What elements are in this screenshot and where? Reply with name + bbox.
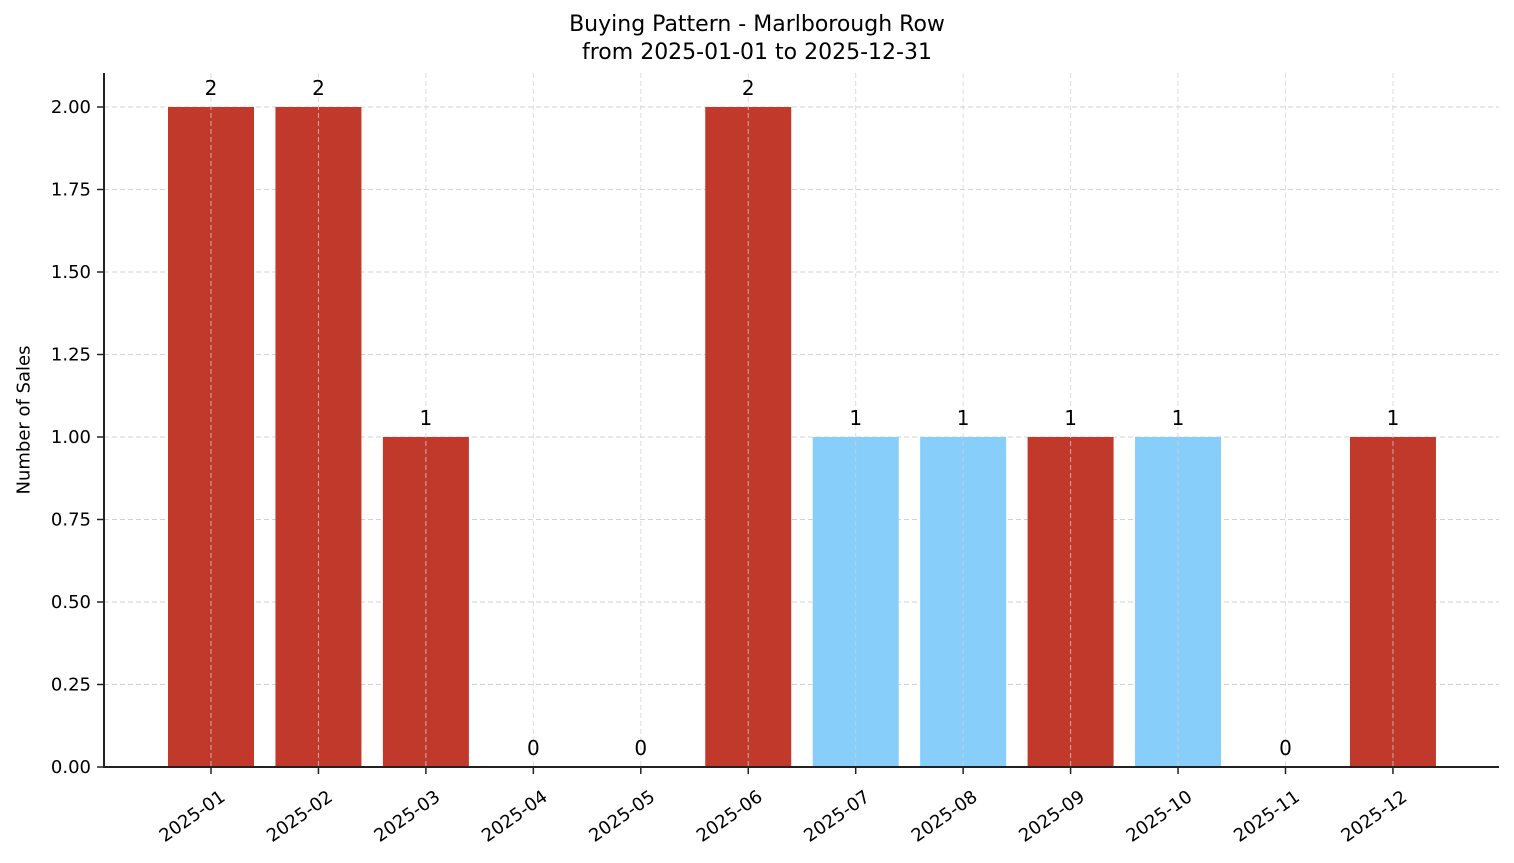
vertical-grid-lines — [210, 73, 1394, 767]
chart-title: Buying Pattern - Marlborough Row — [569, 12, 945, 37]
y-tick-label: 0.75 — [51, 510, 91, 531]
x-tick-label: 2025-01 — [156, 786, 230, 846]
x-tick-label: 2025-03 — [370, 786, 444, 846]
y-tick-label: 2.00 — [51, 97, 91, 118]
data-label: 1 — [1387, 406, 1400, 430]
chart-subtitle: from 2025-01-01 to 2025-12-31 — [582, 40, 932, 65]
x-tick-label: 2025-11 — [1230, 786, 1304, 846]
y-tick-label: 1.75 — [51, 180, 91, 201]
x-tick-label: 2025-02 — [263, 786, 337, 846]
x-tick-label: 2025-07 — [800, 786, 874, 846]
y-tick-label: 0.00 — [51, 757, 91, 778]
x-tick-label: 2025-10 — [1123, 786, 1197, 846]
x-tick-label: 2025-05 — [585, 786, 659, 846]
data-label: 1 — [1172, 406, 1185, 430]
x-tick-label: 2025-04 — [478, 786, 552, 846]
y-tick-label: 1.50 — [51, 262, 91, 283]
y-axis-ticks: 0.00 0.25 0.50 0.75 1.00 1.25 1.50 1.75 2.00 — [51, 97, 104, 778]
data-label: 1 — [957, 406, 970, 430]
data-label: 2 — [312, 76, 325, 100]
y-tick-label: 0.50 — [51, 592, 91, 613]
y-tick-label: 1.25 — [51, 345, 91, 366]
x-tick-label: 2025-06 — [693, 786, 767, 846]
bars — [168, 107, 1436, 767]
data-label: 2 — [742, 76, 755, 100]
data-label: 1 — [849, 406, 862, 430]
data-label: 0 — [634, 736, 647, 760]
data-label: 0 — [527, 736, 540, 760]
data-label: 0 — [1279, 736, 1292, 760]
y-tick-label: 0.25 — [51, 675, 91, 696]
data-label: 1 — [1064, 406, 1077, 430]
data-label: 1 — [420, 406, 433, 430]
y-tick-label: 1.00 — [51, 427, 91, 448]
x-tick-label: 2025-09 — [1015, 786, 1089, 846]
x-tick-label: 2025-08 — [908, 786, 982, 846]
x-tick-label: 2025-12 — [1337, 786, 1411, 846]
data-labels: 2 2 1 0 0 2 1 1 1 1 0 1 — [205, 76, 1400, 760]
x-axis-ticks: 2025-01 2025-02 2025-03 2025-04 2025-05 2025-… — [156, 767, 1411, 847]
data-label: 2 — [205, 76, 218, 100]
